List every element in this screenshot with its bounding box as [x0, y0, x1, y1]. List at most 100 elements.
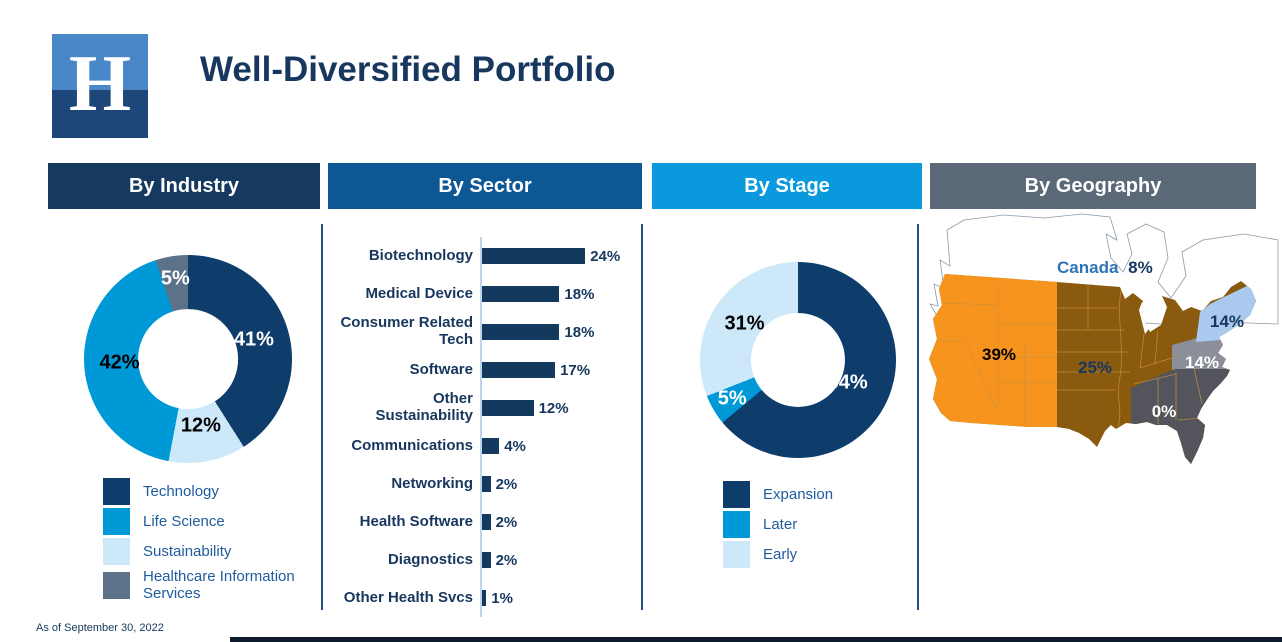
bar-value-label: 2% — [495, 513, 518, 531]
bar-track: 2% — [480, 541, 638, 579]
bar-fill — [482, 286, 560, 302]
bar-category-label: Consumer Related Tech — [340, 314, 473, 348]
bar-category-label: Other Health Svcs — [343, 588, 473, 606]
bar-track: 2% — [480, 465, 638, 503]
bar-fill — [482, 438, 500, 454]
bar-row: Diagnostics 2% — [332, 541, 638, 579]
bar-value-label: 18% — [564, 285, 595, 303]
bar-value-label: 12% — [538, 399, 569, 417]
legend-label: Later — [763, 515, 798, 533]
logo-bottom-half — [52, 90, 148, 138]
bar-category-label: Biotechnology — [368, 246, 473, 264]
bar-fill — [482, 514, 491, 530]
bar-fill — [482, 552, 491, 568]
bar-fill — [482, 362, 556, 378]
donut-slice-label: 5% — [160, 267, 190, 290]
panel-header-geography: By Geography — [930, 163, 1256, 209]
legend-swatch — [723, 481, 750, 508]
stage-donut-chart: 64% 5% 31% — [700, 262, 896, 458]
bar-row: Software 17% — [332, 351, 638, 389]
bar-category-label: Other Sustainability — [375, 390, 473, 424]
company-logo: H — [52, 34, 148, 138]
bar-value-label: 24% — [590, 247, 621, 265]
map-label-northeast: 14% — [1209, 312, 1245, 331]
us-canada-map-svg — [929, 213, 1279, 464]
state-border-lines — [935, 282, 1203, 427]
bar-track: 12% — [480, 389, 638, 427]
bar-row: Other Sustainability 12% — [332, 389, 638, 427]
bar-fill — [482, 400, 534, 416]
legend-row: Technology — [103, 478, 313, 505]
legend-label: Early — [763, 545, 798, 563]
legend-row: Later — [723, 511, 913, 538]
bar-row: Other Health Svcs 1% — [332, 579, 638, 617]
bar-track: 24% — [480, 237, 638, 275]
legend-row: Life Science — [103, 508, 313, 535]
map-label-central: 25% — [1077, 358, 1113, 377]
donut-slice-label: 41% — [233, 328, 274, 351]
bar-category-label: Networking — [391, 474, 473, 492]
map-label-west: 39% — [981, 345, 1017, 364]
panel-header-industry: By Industry — [48, 163, 320, 209]
legend-row: Expansion — [723, 481, 913, 508]
bar-fill — [482, 324, 560, 340]
donut-slice-label: 42% — [99, 351, 140, 374]
bar-row: Consumer Related Tech 18% — [332, 313, 638, 351]
panel-divider — [321, 224, 323, 610]
panel-divider — [917, 224, 919, 610]
donut-slice-label: 31% — [724, 312, 765, 335]
legend-row: Sustainability — [103, 538, 313, 565]
sector-bar-chart: Biotechnology 24% Medical Device 18% Consume… — [332, 237, 638, 617]
bar-row: Health Software 2% — [332, 503, 638, 541]
bar-track: 18% — [480, 275, 638, 313]
industry-legend: Technology Life Science Sustainability Heal… — [103, 478, 313, 606]
bar-fill — [482, 476, 491, 492]
panel-header-sector: By Sector — [328, 163, 642, 209]
bar-track: 1% — [480, 579, 638, 617]
map-label-canada-name: Canada — [1057, 258, 1119, 277]
panel-divider — [641, 224, 643, 610]
bar-track: 4% — [480, 427, 638, 465]
map-label-midatlantic: 14% — [1184, 353, 1220, 372]
legend-swatch — [723, 541, 750, 568]
stage-legend: Expansion Later Early — [723, 481, 913, 571]
bar-value-label: 1% — [491, 589, 513, 607]
legend-label: Sustainability — [143, 542, 232, 560]
bar-value-label: 17% — [560, 361, 591, 379]
legend-row: Early — [723, 541, 913, 568]
page-title: Well-Diversified Portfolio — [200, 50, 616, 89]
bar-row: Communications 4% — [332, 427, 638, 465]
legend-swatch — [103, 571, 130, 599]
legend-swatch — [103, 508, 130, 535]
bar-row: Biotechnology 24% — [332, 237, 638, 275]
bar-row: Networking 2% — [332, 465, 638, 503]
map-label-canada-value: 8% — [1128, 258, 1153, 277]
legend-row: Healthcare Information Services — [103, 568, 313, 603]
bar-value-label: 18% — [564, 323, 595, 341]
donut-slice-label: 64% — [827, 371, 868, 394]
logo-letter: H — [68, 39, 132, 128]
bar-track: 17% — [480, 351, 638, 389]
donut-slice-label: 5% — [717, 387, 747, 410]
bar-row: Medical Device 18% — [332, 275, 638, 313]
logo-top-half — [52, 34, 148, 90]
bar-category-label: Diagnostics — [387, 550, 473, 568]
legend-label: Healthcare Information Services — [143, 568, 295, 603]
map-label-canada: Canada 8% — [1057, 258, 1153, 278]
legend-swatch — [103, 538, 130, 565]
bar-fill — [482, 248, 586, 264]
panel-header-stage: By Stage — [652, 163, 922, 209]
bar-category-label: Software — [409, 360, 473, 378]
legend-swatch — [103, 478, 130, 505]
legend-label: Life Science — [143, 512, 225, 530]
bottom-accent-bar — [230, 637, 1282, 642]
geography-map: Canada 8% 39% 25% 14% 14% 0% — [920, 212, 1282, 477]
map-label-southeast: 0% — [1151, 402, 1177, 421]
as-of-date: As of September 30, 2022 — [36, 622, 164, 634]
donut-hole — [750, 312, 846, 408]
bar-value-label: 2% — [495, 475, 518, 493]
legend-swatch — [723, 511, 750, 538]
donut-slice-label: 12% — [180, 414, 221, 437]
bar-value-label: 2% — [495, 551, 518, 569]
